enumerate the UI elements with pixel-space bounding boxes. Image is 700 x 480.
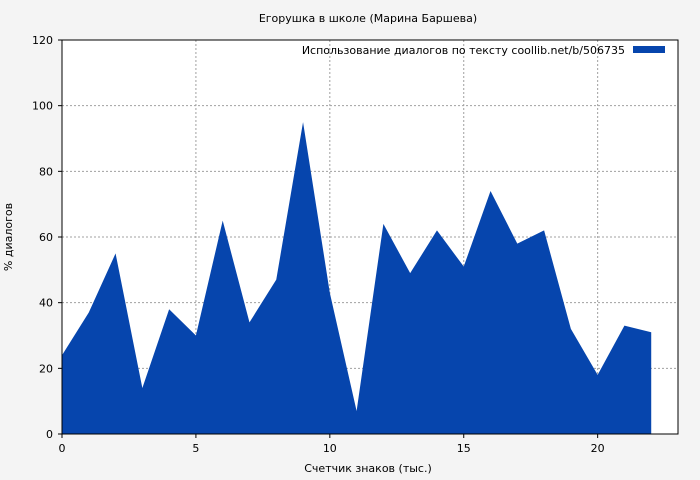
y-tick-label: 40	[39, 297, 53, 310]
x-tick-label: 5	[192, 442, 199, 455]
y-axis-label: % диалогов	[2, 203, 15, 271]
y-tick-label: 100	[32, 100, 53, 113]
y-tick-label: 20	[39, 362, 53, 375]
x-tick-label: 15	[457, 442, 471, 455]
x-axis-label: Счетчик знаков (тыс.)	[304, 462, 432, 475]
y-tick-label: 120	[32, 34, 53, 47]
x-tick-label: 0	[59, 442, 66, 455]
x-tick-label: 20	[591, 442, 605, 455]
chart-title: Егорушка в школе (Марина Баршева)	[259, 12, 477, 25]
y-tick-label: 80	[39, 165, 53, 178]
y-tick-label: 60	[39, 231, 53, 244]
area-series	[62, 122, 652, 434]
x-tick-label: 10	[323, 442, 337, 455]
legend: Использование диалогов по тексту coollib…	[302, 44, 665, 57]
series-area	[62, 122, 652, 434]
legend-label: Использование диалогов по тексту coollib…	[302, 44, 625, 57]
y-tick-label: 0	[46, 428, 53, 441]
ticks: 0 20 40 60 80 100 120 0 5 10 15 20	[32, 34, 605, 455]
legend-swatch	[633, 46, 665, 53]
